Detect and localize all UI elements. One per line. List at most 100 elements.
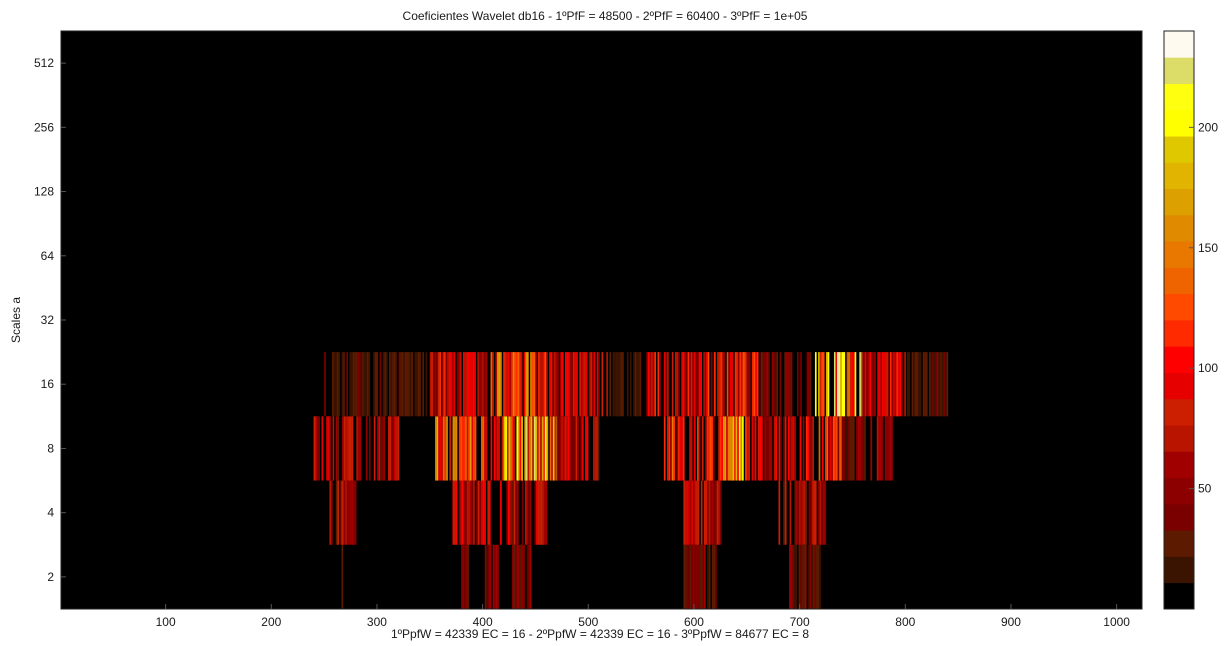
heatmap-cell xyxy=(739,352,742,417)
heatmap-cell xyxy=(341,544,344,609)
heatmap-cell xyxy=(806,352,809,417)
heatmap-cell xyxy=(540,480,543,545)
heatmap-cell xyxy=(819,544,821,609)
heatmap-cell xyxy=(343,416,346,481)
colorbar-level xyxy=(1164,346,1194,373)
heatmap-cell xyxy=(521,480,524,545)
heatmap-cell xyxy=(329,416,332,481)
heatmap-cell xyxy=(734,352,737,417)
heatmap-cell xyxy=(575,416,578,481)
heatmap-cell xyxy=(408,352,410,417)
heatmap-cell xyxy=(709,416,712,481)
heatmap-cell xyxy=(478,352,481,417)
heatmap-cell xyxy=(441,416,444,481)
heatmap-cell xyxy=(886,352,889,417)
heatmap-cell xyxy=(745,352,748,417)
heatmap-cell xyxy=(690,352,693,417)
heatmap-cell xyxy=(768,416,771,481)
heatmap-cell xyxy=(346,352,348,417)
heatmap-cell xyxy=(490,352,493,417)
heatmap-cell xyxy=(519,416,522,481)
heatmap-cell xyxy=(704,544,706,609)
heatmap-cell xyxy=(746,416,749,481)
heatmap-cell xyxy=(729,416,732,481)
heatmap-cell xyxy=(473,416,475,481)
heatmap-cell xyxy=(462,416,464,481)
heatmap-cell xyxy=(376,416,379,481)
heatmap-cell xyxy=(324,352,326,417)
heatmap-cell xyxy=(506,416,509,481)
heatmap-cell xyxy=(435,416,437,481)
heatmap-cell xyxy=(819,352,822,417)
heatmap-cell xyxy=(474,352,476,417)
heatmap-cell xyxy=(818,480,820,545)
heatmap-cell xyxy=(663,352,666,417)
heatmap-cell xyxy=(335,352,337,417)
heatmap-cell xyxy=(880,352,883,417)
heatmap-cell xyxy=(380,416,382,481)
colorbar-level xyxy=(1164,31,1194,58)
heatmap-cell xyxy=(540,416,542,481)
heatmap-cell xyxy=(479,480,482,545)
x-tick-label: 400 xyxy=(473,615,493,629)
heatmap-cell xyxy=(705,416,707,481)
heatmap-cell xyxy=(594,416,597,481)
heatmap-cell xyxy=(454,416,456,481)
heatmap-cell xyxy=(448,352,451,417)
colorbar-level xyxy=(1164,398,1194,426)
heatmap-cell xyxy=(579,352,581,417)
heatmap-cell xyxy=(460,480,463,545)
heatmap-cell xyxy=(813,480,816,545)
heatmap-cell xyxy=(704,480,706,545)
heatmap-cell xyxy=(411,352,413,417)
heatmap-cell xyxy=(436,352,438,417)
heatmap-cell xyxy=(807,416,810,481)
heatmap-cell xyxy=(808,352,810,417)
heatmap-cell xyxy=(512,544,514,609)
heatmap-cell xyxy=(792,544,794,609)
heatmap-cell xyxy=(350,416,352,481)
heatmap-cell xyxy=(365,416,368,481)
heatmap-cell xyxy=(511,416,514,481)
heatmap-cell xyxy=(792,416,795,481)
heatmap-cell xyxy=(883,352,886,417)
heatmap-cell xyxy=(431,352,434,417)
heatmap-cell xyxy=(342,480,344,545)
heatmap-background xyxy=(61,31,1142,609)
y-axis-label: Scales a xyxy=(9,297,23,343)
colorbar-level xyxy=(1164,582,1194,610)
heatmap-cell xyxy=(622,352,624,417)
heatmap-cell xyxy=(620,352,623,417)
heatmap-cell xyxy=(406,352,409,417)
heatmap-cell xyxy=(518,544,521,609)
heatmap-cell xyxy=(837,352,839,417)
heatmap-cell xyxy=(378,416,381,481)
heatmap-cell xyxy=(506,480,509,545)
heatmap-cell xyxy=(826,352,828,417)
heatmap-cell xyxy=(708,544,711,609)
heatmap-cell xyxy=(507,352,510,417)
colorbar-tick-label: 50 xyxy=(1198,482,1212,496)
heatmap-cell xyxy=(545,480,548,545)
heatmap-cell xyxy=(493,416,496,481)
heatmap-cell xyxy=(882,352,884,417)
colorbar-level xyxy=(1164,372,1194,400)
heatmap-cell xyxy=(489,544,492,609)
heatmap-cell xyxy=(360,352,363,417)
heatmap-cell xyxy=(700,480,703,545)
heatmap-cell xyxy=(495,352,497,417)
heatmap-cell xyxy=(458,352,461,417)
heatmap-cell xyxy=(715,480,717,545)
colorbar-level xyxy=(1164,293,1194,321)
heatmap-cell xyxy=(439,352,441,417)
heatmap-cell xyxy=(362,352,364,417)
heatmap-cell xyxy=(338,352,341,417)
heatmap-cell xyxy=(827,352,830,417)
heatmap-cell xyxy=(534,352,537,417)
heatmap-cell xyxy=(799,480,801,545)
heatmap-cell xyxy=(864,416,866,481)
heatmap-cell xyxy=(570,416,573,481)
y-tick-label: 32 xyxy=(41,313,55,327)
heatmap-cell xyxy=(356,416,359,481)
heatmap-cell xyxy=(508,416,511,481)
